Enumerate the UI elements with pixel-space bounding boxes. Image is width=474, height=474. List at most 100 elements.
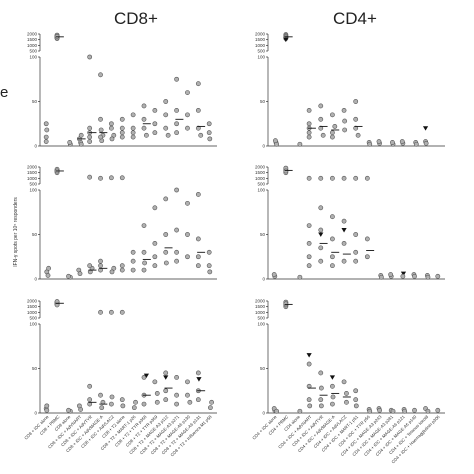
panel-2-cd8-point [152, 263, 158, 269]
panel-1-cd8-tick-label-lower: 100 [29, 55, 37, 60]
panel-2-cd8-point [195, 192, 201, 197]
panel-2-cd8-point [87, 174, 93, 180]
panel-2-cd8-point [141, 223, 147, 228]
panel-1-cd8-point [98, 72, 103, 78]
panel-3-cd4-point [318, 370, 324, 376]
panel-1-cd8-point [141, 116, 147, 122]
panel-2-cd8-point [163, 232, 169, 237]
panel-2-cd8-point [174, 258, 179, 264]
panel-3-cd8-tick-label-lower: 100 [29, 322, 37, 327]
panel-3-cd8-point [44, 403, 50, 409]
panel-3-cd4-point [283, 301, 289, 307]
panel-2-cd4-point [318, 245, 324, 251]
panel-1-cd8-point [163, 125, 169, 131]
panel-1-cd8-point [98, 127, 104, 133]
panel-1-cd8-point [165, 132, 171, 138]
panel-1-cd8-tick-label-lower: 50 [32, 99, 38, 104]
panel-1-cd4-point [306, 130, 312, 136]
panel-3-cd4-tick-label-lower: 0 [262, 411, 265, 416]
panel-2-cd8-tick-label-upper: 1000 [27, 176, 38, 181]
panel-3-cd4-point [367, 408, 373, 414]
panel-3-cd4-point [341, 379, 347, 385]
panel-2-cd8-point [130, 258, 136, 264]
panel-3-cd8-point [44, 407, 50, 413]
panel-2-cd4-tick-label-upper: 2000 [255, 165, 266, 170]
panel-3-cd4-tick-label-upper: 2000 [255, 299, 266, 304]
panel-1-cd8-point [119, 116, 125, 122]
panel-2-cd8-point [195, 263, 201, 269]
panel-1-cd8-point [98, 116, 103, 122]
panel-2-cd8-point [207, 269, 213, 275]
panel-2-cd8-tick-label-upper: 2000 [27, 165, 38, 170]
panel-2-cd4-point [318, 175, 324, 181]
panel-2-cd4-point [388, 272, 394, 277]
panel-3-cd8-point [185, 392, 190, 398]
panel-1-cd4-point [423, 140, 429, 146]
panel-3-cd4-point [353, 403, 359, 409]
panel-1-cd4-point [390, 140, 395, 145]
panel-2-cd8-tick-label-upper: 500 [29, 182, 37, 187]
panel-3-cd4-point [306, 361, 312, 367]
panel-2-cd4-point [330, 236, 335, 242]
panel-1-cd8-point [43, 134, 49, 140]
panel-1-cd8-tick-label-upper: 1000 [27, 43, 38, 48]
panel-2-cd4-tick-label-lower: 0 [262, 277, 265, 282]
panel-2-cd4-tick-label-upper: 1000 [255, 176, 266, 181]
panel-2-cd8-point [152, 254, 158, 260]
panel-1-cd8-point [174, 121, 179, 127]
panel-1-cd4-point [355, 132, 361, 138]
panel-2-cd4-point [412, 273, 417, 279]
panel-3-cd4-point [318, 403, 324, 409]
panel-3-cd8-point [207, 405, 213, 411]
panel-1-cd4-point [367, 141, 373, 147]
panel-3-cd4-point [274, 408, 279, 414]
panel-2-cd4-tick-label-upper: 500 [257, 182, 265, 187]
panel-letter: e [0, 84, 9, 101]
panel-3-cd8-point [99, 405, 105, 411]
panel-1-cd8-point [109, 121, 114, 127]
panel-2-cd4-point [330, 214, 335, 220]
panel-2-cd4-point [271, 272, 277, 277]
panel-1-cd8-point [43, 139, 49, 144]
panel-2-cd8-point [66, 273, 71, 279]
panel-2-cd8-point [119, 175, 125, 181]
panel-2-cd8-point [130, 267, 136, 273]
title-cd8: CD8+ [114, 9, 158, 28]
panel-2-cd8-point [141, 249, 147, 255]
panel-3-cd8-point [174, 374, 179, 380]
panel-2-cd8-point [163, 249, 169, 255]
panel-3-cd8-point [187, 399, 193, 405]
panel-3-cd8-tick-label-lower: 50 [32, 366, 38, 371]
panel-1-cd8-point [67, 140, 73, 145]
panel-3-cd4-point-triangle [306, 353, 312, 358]
panel-2-cd4-point [435, 273, 441, 279]
panel-3-cd8-tick-label-lower: 0 [34, 411, 37, 416]
panel-1-cd4-point [297, 141, 303, 147]
panel-1-cd8-point [206, 121, 212, 127]
panel-1-cd8-point [98, 134, 103, 140]
panel-1-cd4-point-triangle [283, 37, 289, 43]
panel-3-cd4-point [297, 408, 303, 414]
panel-1-cd4-point [318, 103, 324, 109]
panel-1-cd4-tick-label-upper: 1500 [255, 37, 266, 42]
panel-3-cd4-point [306, 397, 312, 403]
panel-2-cd4-point [330, 254, 335, 260]
panel-1-cd4-point [330, 130, 335, 136]
panel-1-cd4-point [330, 112, 335, 118]
panel-1-cd8-point [207, 136, 213, 142]
panel-3-cd4-point [390, 408, 396, 414]
panel-1-cd8-point [43, 121, 49, 127]
panel-1-cd8-point [152, 121, 158, 127]
panel-2-cd4-point [353, 175, 359, 181]
panel-2-cd8-point [185, 200, 190, 206]
panel-2-cd8-point [206, 249, 212, 255]
panel-2-cd4-point [330, 175, 335, 181]
panel-3-cd8-point [109, 401, 114, 407]
panel-2-cd8-tick-label-lower: 0 [34, 277, 37, 282]
panel-3-cd4-point [330, 401, 335, 407]
panel-3-cd8-point-triangle [163, 375, 169, 380]
panel-1-cd8-point [119, 125, 125, 131]
panel-1-cd4-point [330, 134, 335, 140]
panel-1-cd8-point [130, 134, 136, 140]
